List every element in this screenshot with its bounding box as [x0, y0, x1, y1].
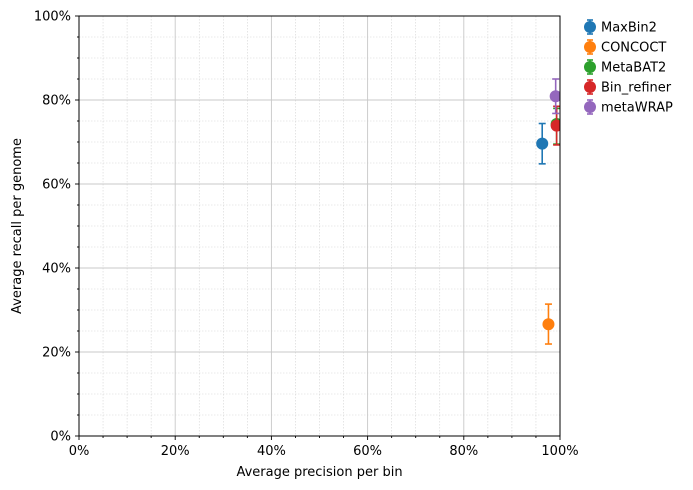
series-maxbin2	[536, 122, 549, 165]
x-tick-label: 80%	[449, 444, 478, 459]
y-tick-label: 20%	[42, 346, 71, 361]
legend-item: MaxBin2	[584, 19, 657, 36]
x-tick-label: 20%	[161, 444, 190, 459]
series-concoct	[542, 303, 555, 345]
y-tick-label: 40%	[42, 262, 71, 277]
y-tick-label: 0%	[50, 430, 71, 445]
legend-label: CONCOCT	[601, 41, 666, 56]
x-tick-label: 100%	[541, 444, 578, 459]
legend-item: metaWRAP	[584, 99, 673, 116]
legend-label: metaWRAP	[601, 101, 673, 116]
series-metawrap	[549, 78, 560, 115]
y-tick-label: 60%	[42, 178, 71, 193]
y-tick-label: 80%	[42, 94, 71, 109]
x-tick-label: 0%	[69, 444, 90, 459]
legend: MaxBin2 CONCOCT MetaBAT2 Bin_refiner metaWRA…	[584, 19, 673, 116]
data-points	[536, 78, 560, 345]
data-point	[536, 137, 549, 150]
major-grid	[79, 16, 560, 436]
x-tick-label: 40%	[257, 444, 286, 459]
legend-label: Bin_refiner	[601, 81, 672, 96]
minor-grid	[79, 16, 560, 436]
data-point	[550, 119, 560, 132]
data-point	[549, 90, 560, 103]
legend-marker	[584, 61, 596, 73]
x-tick-labels: 0% 20% 40% 60% 80% 100%	[69, 444, 579, 459]
x-axis-label: Average precision per bin	[236, 465, 402, 480]
legend-label: MaxBin2	[601, 21, 657, 36]
legend-item: Bin_refiner	[584, 79, 672, 96]
x-tick-label: 60%	[353, 444, 382, 459]
legend-label: MetaBAT2	[601, 61, 666, 76]
y-tick-label: 100%	[34, 10, 71, 25]
legend-item: CONCOCT	[584, 39, 666, 56]
y-axis-label: Average recall per genome	[10, 138, 25, 314]
legend-item: MetaBAT2	[584, 59, 666, 76]
legend-marker	[584, 21, 596, 33]
series-bin-refiner	[550, 105, 560, 146]
legend-marker	[584, 101, 596, 113]
y-tick-labels: 0% 20% 40% 60% 80% 100%	[34, 10, 71, 445]
data-point	[542, 318, 555, 331]
legend-marker	[584, 41, 596, 53]
legend-marker	[584, 81, 596, 93]
axis-ticks	[75, 15, 561, 440]
